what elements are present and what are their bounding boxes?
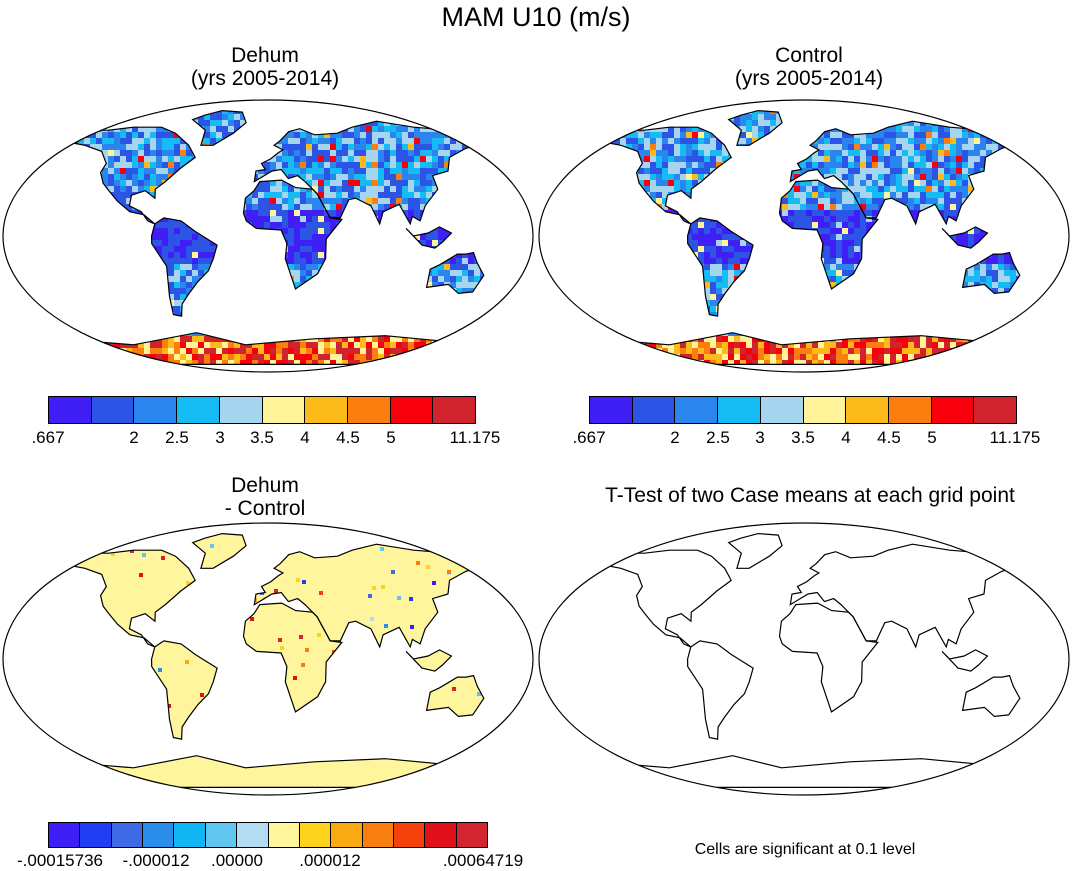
panel-title-line: Control	[584, 44, 1034, 67]
map-control	[536, 96, 1072, 376]
colorbar-tick-label: .667	[31, 428, 64, 448]
colorbar-swatch	[300, 823, 331, 847]
colorbar-tick-label: -.00015736	[17, 851, 103, 871]
map-ttest	[536, 519, 1072, 799]
colorbar-swatch	[433, 397, 475, 423]
colorbar-swatch	[237, 823, 268, 847]
colorbar-swatch	[633, 397, 676, 423]
colorbar-dehum	[48, 396, 476, 424]
colorbar-swatch	[761, 397, 804, 423]
colorbar-swatch	[112, 823, 143, 847]
colorbar-tick-label: 3	[215, 428, 224, 448]
colorbar-swatch	[425, 823, 456, 847]
colorbar-tick-label: 4.5	[877, 428, 901, 448]
colorbar-swatch	[80, 823, 111, 847]
colorbar-swatch	[348, 397, 391, 423]
colorbar-tick-label: 2.5	[706, 428, 730, 448]
colorbar-tick-label: .00000	[211, 851, 263, 871]
panel-title-dehum: Dehum (yrs 2005-2014)	[40, 44, 490, 90]
colorbar-tick-label: 3.5	[250, 428, 274, 448]
colorbar-swatch	[269, 823, 300, 847]
colorbar-control	[589, 396, 1017, 424]
colorbar-tick-label: .00064719	[443, 851, 523, 871]
panel-title-line: T-Test of two Case means at each grid po…	[550, 484, 1070, 507]
colorbar-swatch	[134, 397, 177, 423]
colorbar-tick-label: .000012	[299, 851, 360, 871]
colorbar-tick-label: 5	[386, 428, 395, 448]
colorbar-swatch	[590, 397, 633, 423]
colorbar-swatch	[804, 397, 847, 423]
colorbar-swatch	[391, 397, 434, 423]
panel-title-line: Dehum	[40, 474, 490, 497]
colorbar-tick-label: 2.5	[165, 428, 189, 448]
colorbar-tick-label: 3.5	[791, 428, 815, 448]
colorbar-swatch	[718, 397, 761, 423]
colorbar-tick-label: 2	[129, 428, 138, 448]
colorbar-tick-label: 4	[300, 428, 309, 448]
colorbar-swatch	[331, 823, 362, 847]
colorbar-swatch	[177, 397, 220, 423]
colorbar-swatch	[49, 397, 92, 423]
ttest-significance-note: Cells are significant at 0.1 level	[640, 840, 970, 860]
panel-subtitle-line: - Control	[40, 497, 490, 520]
colorbar-tick-label: 11.175	[990, 428, 1041, 448]
panel-subtitle-line: (yrs 2005-2014)	[40, 67, 490, 90]
colorbar-swatch	[889, 397, 932, 423]
colorbar-tick-label: .667	[572, 428, 605, 448]
map-diff	[0, 519, 536, 799]
colorbar-tick-label: 11.175	[450, 428, 501, 448]
colorbar-swatch	[49, 823, 80, 847]
colorbar-tick-label: 4.5	[336, 428, 360, 448]
figure-title: MAM U10 (m/s)	[0, 0, 1072, 34]
panel-subtitle-line: (yrs 2005-2014)	[584, 67, 1034, 90]
ocean-area	[539, 523, 1069, 795]
colorbar-swatch	[305, 397, 348, 423]
colorbar-swatch	[363, 823, 394, 847]
colorbar-swatch	[974, 397, 1016, 423]
colorbar-diff	[48, 822, 488, 848]
colorbar-tick-label: 3	[755, 428, 764, 448]
map-dehum	[0, 96, 536, 376]
colorbar-swatch	[457, 823, 487, 847]
panel-title-diff: Dehum - Control	[40, 474, 490, 520]
colorbar-tick-label: 5	[927, 428, 936, 448]
colorbar-swatch	[220, 397, 263, 423]
panel-title-line: Dehum	[40, 44, 490, 67]
colorbar-swatch	[174, 823, 205, 847]
colorbar-tick-label: 4	[841, 428, 850, 448]
colorbar-swatch	[846, 397, 889, 423]
colorbar-swatch	[92, 397, 135, 423]
colorbar-swatch	[143, 823, 174, 847]
colorbar-swatch	[206, 823, 237, 847]
colorbar-swatch	[932, 397, 975, 423]
colorbar-swatch	[675, 397, 718, 423]
panel-title-ttest: T-Test of two Case means at each grid po…	[550, 484, 1070, 507]
colorbar-tick-label: 2	[670, 428, 679, 448]
panel-title-control: Control (yrs 2005-2014)	[584, 44, 1034, 90]
colorbar-swatch	[394, 823, 425, 847]
colorbar-swatch	[263, 397, 306, 423]
colorbar-tick-label: -.000012	[122, 851, 189, 871]
